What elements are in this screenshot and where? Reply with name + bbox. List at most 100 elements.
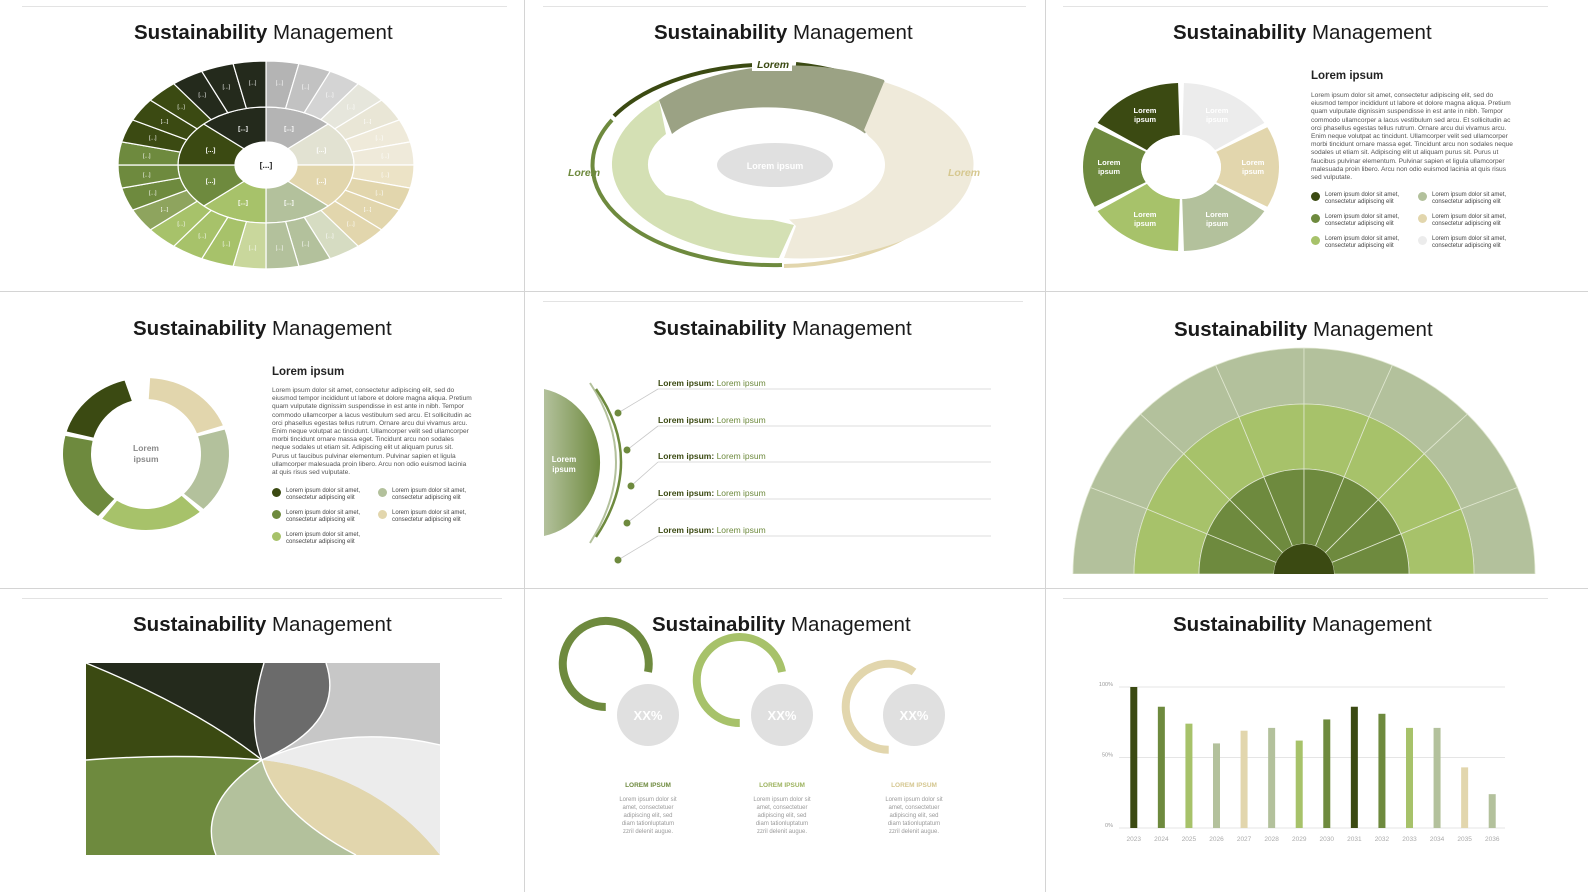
divider: [1063, 6, 1548, 7]
wheel-diagram: LoremipsumLoremipsumLoremipsumLoremipsum…: [1083, 83, 1279, 251]
divider: [543, 6, 1026, 7]
donut-segment: [66, 380, 132, 438]
bar: [1268, 727, 1276, 828]
segment-label: Lorem: [1242, 158, 1265, 167]
gauge-value: XX%: [768, 708, 797, 723]
wheel-segment: [1216, 127, 1279, 207]
branch-diagram: Lorem ipsum Lorem ipsum: Lorem ipsum Lore…: [544, 378, 991, 564]
segment-label: [...]: [149, 136, 157, 142]
bar: [1350, 706, 1358, 828]
segment-label: ipsum: [1242, 167, 1264, 176]
segment-label: [...]: [238, 199, 248, 206]
segment-label: Lorem: [1098, 158, 1121, 167]
bar: [1323, 719, 1331, 828]
page-title: Sustainability Management: [133, 613, 392, 636]
gauge-description: zzril delenit augue.: [889, 829, 939, 835]
bar: [1406, 727, 1413, 828]
divider: [22, 598, 502, 599]
legend-marker: [1418, 214, 1427, 223]
legend-marker: [378, 510, 387, 519]
gauge-description: adipiscing elit, sed: [889, 813, 938, 819]
segment-label: [...]: [375, 190, 383, 196]
segment-label: [...]: [143, 154, 151, 160]
legend-item: Lorem ipsum dolor sit amet, consectetur …: [392, 488, 467, 501]
branch-dot: [623, 519, 631, 527]
segment-label: [...]: [326, 93, 334, 99]
segment-label: [...]: [223, 85, 231, 91]
segment-label: ipsum: [1206, 219, 1228, 228]
segment-label: [...]: [284, 199, 294, 206]
top-label: Lorem: [757, 59, 789, 71]
page-title: Sustainability Management: [134, 21, 393, 44]
x-tick-label: 2036: [1485, 836, 1500, 843]
cycle-ring-diagram: Lorem ipsum Lorem Lorem Lorem: [568, 57, 980, 268]
segment-label: [...]: [249, 81, 257, 87]
segment-label: [...]: [249, 245, 257, 251]
branch-line: [617, 535, 659, 561]
segment-label: Lorem: [1134, 210, 1157, 219]
gauge-center: [751, 684, 813, 746]
segment-label: [...]: [143, 172, 151, 178]
segment-label: [...]: [364, 119, 372, 125]
legend-item: Lorem ipsum dolor sit amet, consectetur …: [1325, 214, 1400, 227]
legend-marker: [272, 510, 281, 519]
bar: [1433, 727, 1441, 828]
page-title: Sustainability Management: [652, 613, 911, 636]
x-tick-label: 2031: [1347, 836, 1362, 843]
swirl-diagram: [86, 663, 440, 855]
segment-label: [...]: [347, 104, 355, 110]
segment-label: [...]: [284, 126, 294, 133]
divider: [0, 588, 1588, 589]
segment-label: ipsum: [1098, 167, 1120, 176]
gauge-arc: [558, 616, 653, 711]
donut-segment: [62, 435, 115, 517]
gauge-description: Lorem ipsum dolor sit: [753, 797, 811, 803]
wheel-segment: [1097, 83, 1180, 151]
branch-dot: [614, 556, 622, 564]
bar: [1461, 767, 1469, 828]
y-tick-label: 0%: [1105, 823, 1113, 829]
wheel-segment: [1083, 127, 1146, 207]
gauge-description: Lorem ipsum dolor sit: [885, 797, 943, 803]
x-tick-label: 2025: [1182, 836, 1197, 843]
x-tick-label: 2029: [1292, 836, 1307, 843]
segment-label: [...]: [364, 207, 372, 213]
bar: [1295, 740, 1303, 828]
segment-label: [...]: [276, 81, 284, 87]
legend-item: Lorem ipsum dolor sit amet, consectetur …: [1432, 192, 1507, 205]
segment-label: [...]: [381, 154, 389, 160]
center-label: Lorem: [552, 455, 576, 464]
segment-label: [...]: [177, 222, 185, 228]
radial-segment: [1274, 544, 1334, 574]
segment-label: [...]: [223, 241, 231, 247]
bar: [1130, 687, 1138, 828]
x-tick-label: 2024: [1154, 836, 1169, 843]
segment-label: [...]: [238, 126, 248, 133]
left-label: Lorem: [568, 167, 600, 179]
row-label: Lorem ipsum: Lorem ipsum: [658, 378, 766, 388]
segment-label: [...]: [177, 104, 185, 110]
legend-marker: [272, 488, 281, 497]
outer-segment: [232, 60, 267, 110]
x-tick-label: 2034: [1430, 836, 1445, 843]
gauge-arc: [692, 633, 786, 728]
body-text: Lorem ipsum dolor sit amet, consectetur …: [272, 387, 472, 477]
gauge-description: diam tationluptatum: [756, 821, 808, 827]
x-tick-label: 2035: [1457, 836, 1472, 843]
gauge-value: XX%: [900, 708, 929, 723]
segment-label: [...]: [375, 136, 383, 142]
gauge-arc: [841, 659, 917, 754]
donut-chart: Lorem ipsum: [62, 378, 229, 530]
divider: [1063, 598, 1548, 599]
segment-label: [...]: [161, 207, 169, 213]
segment-label: [...]: [198, 233, 206, 239]
gauge-label: LOREM IPSUM: [625, 782, 671, 789]
bar: [1240, 730, 1248, 828]
bar: [1378, 713, 1386, 828]
y-tick-label: 50%: [1102, 753, 1113, 759]
segment-label: [...]: [381, 172, 389, 178]
donut-segment: [184, 429, 229, 509]
page-title: Sustainability Management: [1173, 21, 1432, 44]
branch-line: [617, 388, 659, 414]
page-title: Sustainability Management: [1174, 318, 1433, 341]
